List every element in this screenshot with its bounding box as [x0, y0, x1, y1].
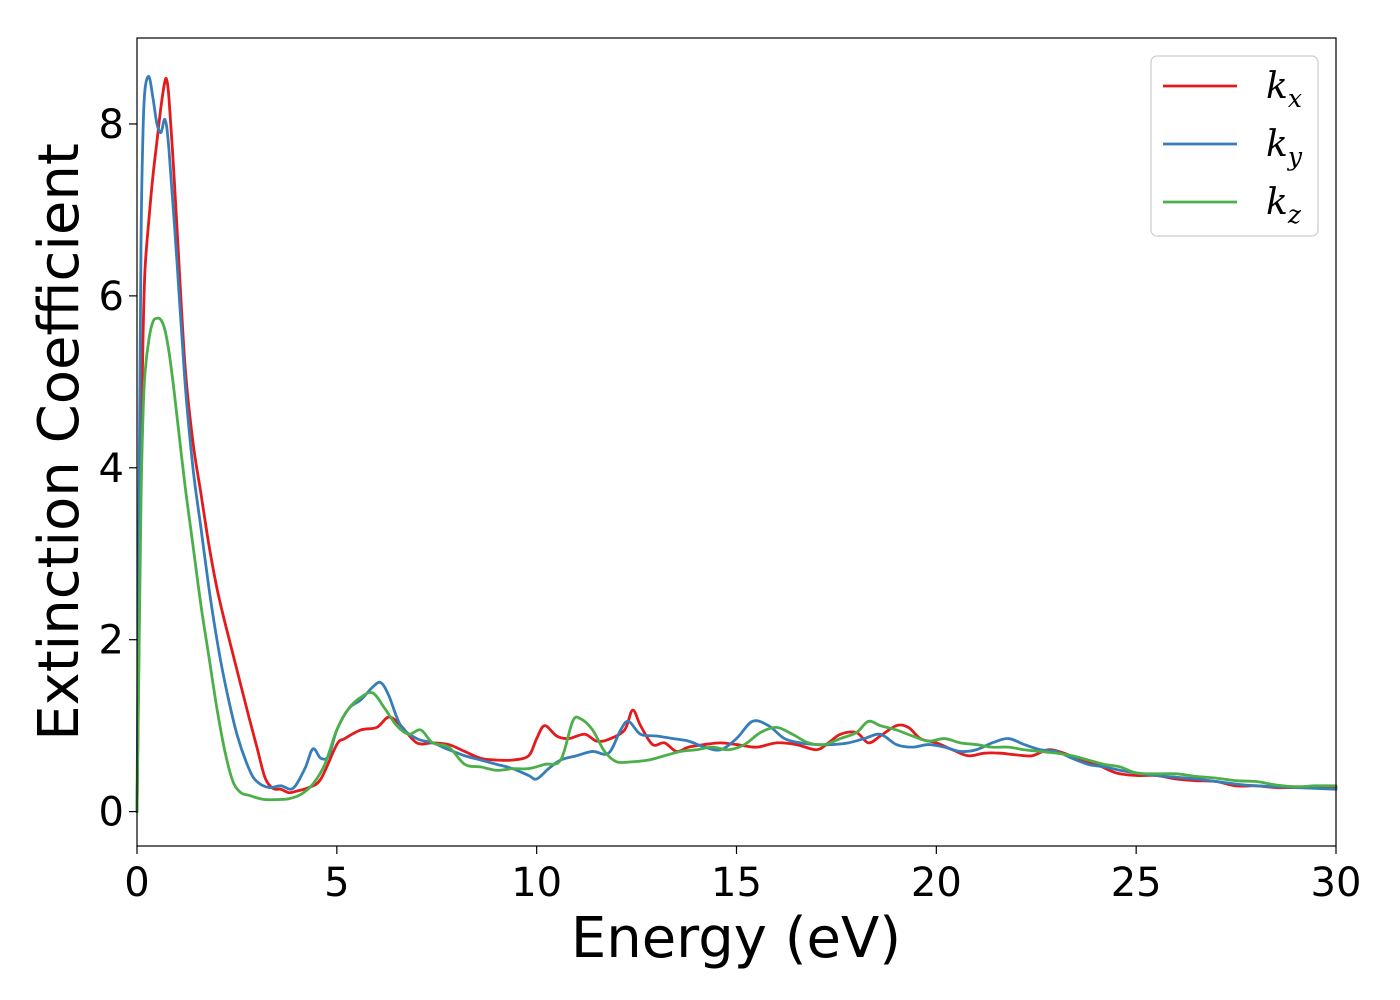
x-axis-ticks: 0 5 10 15 20 25 30: [124, 846, 1361, 906]
x-tick-label: 5: [324, 860, 349, 906]
y-axis-label: Extinction Coefficient: [27, 143, 92, 741]
legend-box: [1150, 55, 1319, 237]
legend-label-z: kz: [1266, 182, 1302, 229]
x-axis-label: Energy (eV): [571, 906, 901, 971]
x-tick-label: 30: [1311, 860, 1362, 906]
y-tick-label: 6: [99, 274, 124, 320]
legend: kx ky kz: [1150, 55, 1319, 237]
y-tick-label: 2: [99, 618, 124, 664]
legend-label-y: ky: [1266, 124, 1303, 171]
x-tick-label: 0: [124, 860, 149, 906]
x-tick-label: 25: [1111, 860, 1162, 906]
x-tick-label: 15: [711, 860, 762, 906]
legend-label-x: kx: [1266, 66, 1302, 113]
series-layer: [135, 75, 1338, 814]
y-axis-ticks: 0 2 4 6 8: [99, 102, 137, 836]
y-tick-label: 4: [99, 446, 124, 492]
series-line-z: [135, 316, 1338, 814]
y-tick-label: 8: [99, 102, 124, 148]
x-tick-label: 20: [911, 860, 962, 906]
x-tick-label: 10: [511, 860, 562, 906]
y-tick-label: 0: [99, 790, 124, 836]
